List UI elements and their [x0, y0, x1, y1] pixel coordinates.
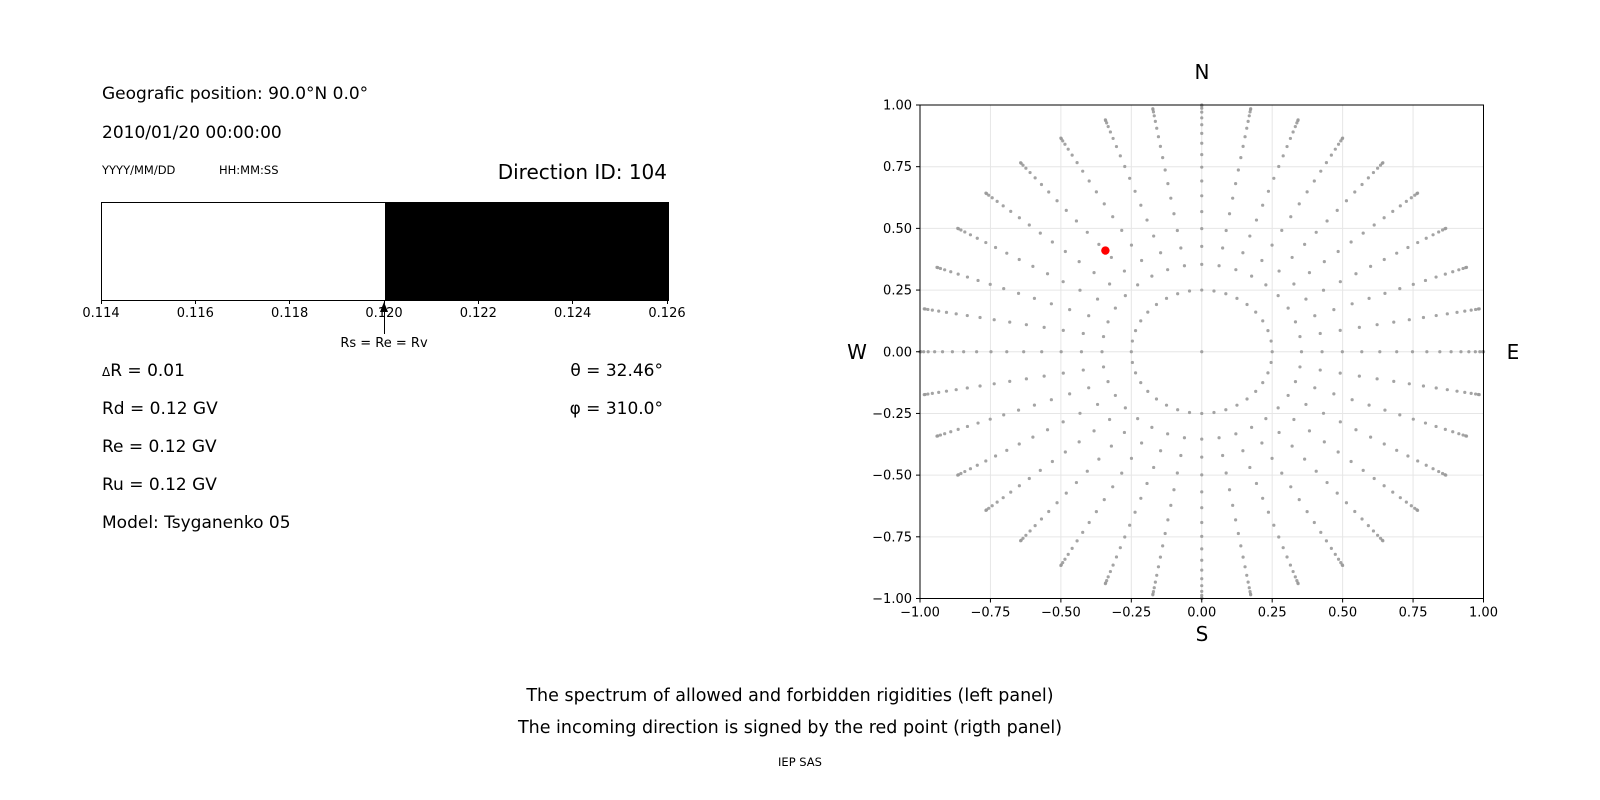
axis-ticks: −1.00−1.00 −0.75 −0.75 −0.50 −0.50 −0.25 −0.25… — [872, 99, 1498, 621]
rigidity-spectrum-plot — [101, 202, 669, 301]
delta-symbol: Δ — [102, 365, 111, 379]
caption-line-1: The spectrum of allowed and forbidden ri… — [526, 686, 1054, 706]
x-tick-label: 0.50 — [1328, 606, 1357, 621]
y-tick-label: −1.00 — [872, 592, 912, 607]
re-text: Re = 0.12 GV — [102, 437, 217, 457]
x-tick-label: 0.00 — [1187, 606, 1216, 621]
compass-label-west: W — [847, 340, 867, 364]
rd-text: Rd = 0.12 GV — [102, 399, 218, 419]
cutoff-marker-label: Rs = Re = Rv — [340, 336, 428, 351]
spectrum-axis-tick — [194, 300, 196, 304]
spectrum-axis-tick — [289, 300, 291, 304]
y-tick-label: −0.75 — [872, 530, 912, 545]
credit-text: IEP SAS — [778, 755, 822, 769]
y-tick-label: −0.50 — [872, 469, 912, 484]
spectrum-axis-tick — [666, 300, 668, 304]
direction-plot-svg: −1.00−1.00 −0.75 −0.75 −0.50 −0.50 −0.25 −0.25… — [872, 99, 1498, 621]
spectrum-axis-tick — [100, 300, 102, 304]
spectrum-tick-label: 0.118 — [271, 306, 309, 321]
date-format-hint: YYYY/MM/DD — [102, 163, 176, 177]
x-tick-label: 0.25 — [1258, 606, 1287, 621]
delta-r-text: ΔR = 0.01 — [102, 361, 185, 382]
phi-text: φ = 310.0° — [569, 399, 663, 419]
caption-line-2: The incoming direction is signed by the … — [517, 718, 1063, 738]
ru-text: Ru = 0.12 GV — [102, 475, 217, 495]
y-tick-label: −0.25 — [872, 407, 912, 422]
spectrum-axis-tick — [477, 300, 479, 304]
x-tick-label: −0.25 — [1111, 606, 1151, 621]
delta-r-value: R = 0.01 — [110, 361, 185, 381]
spectrum-tick-label: 0.124 — [554, 306, 592, 321]
spectrum-tick-label: 0.126 — [648, 306, 686, 321]
direction-id-text: Direction ID: 104 — [497, 160, 667, 184]
spectrum-tick-label: 0.114 — [82, 306, 120, 321]
x-tick-label: −0.50 — [1041, 606, 1081, 621]
compass-label-south: S — [1195, 622, 1209, 646]
y-tick-label: 0.00 — [883, 345, 912, 360]
spectrum-tick-label: 0.122 — [459, 306, 497, 321]
compass-label-east: E — [1506, 340, 1520, 364]
y-tick-label: 0.75 — [883, 160, 912, 175]
red-point-incoming-direction — [1101, 246, 1110, 255]
forbidden-region — [385, 203, 668, 300]
x-tick-label: 0.75 — [1399, 606, 1428, 621]
arrow-shaft — [383, 305, 385, 334]
spectrum-tick-label: 0.120 — [365, 306, 403, 321]
datetime-text: 2010/01/20 00:00:00 — [102, 123, 282, 143]
time-format-hint: HH:MM:SS — [219, 163, 279, 177]
model-text: Model: Tsyganenko 05 — [102, 513, 291, 533]
x-tick-label: 1.00 — [1469, 606, 1498, 621]
direction-dots — [918, 103, 1486, 601]
y-tick-label: 0.25 — [883, 284, 912, 299]
rigidity-spectrum-axis: Rs = Re = Rv 0.114 0.116 0.118 0.120 0.122 0.… — [82, 300, 686, 360]
x-tick-label: −0.75 — [971, 606, 1011, 621]
y-tick-label: 1.00 — [883, 99, 912, 114]
theta-text: θ = 32.46° — [570, 361, 663, 381]
spectrum-tick-label: 0.116 — [176, 306, 214, 321]
spectrum-axis-tick — [572, 300, 574, 304]
y-tick-label: 0.50 — [883, 222, 912, 237]
geographic-position-text: Geografic position: 90.0°N 0.0° — [102, 84, 369, 104]
compass-label-north: N — [1194, 60, 1210, 84]
spectrum-axis-tick — [383, 300, 385, 304]
x-tick-label: −1.00 — [900, 606, 940, 621]
